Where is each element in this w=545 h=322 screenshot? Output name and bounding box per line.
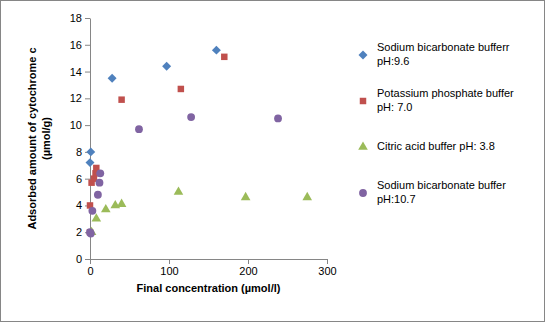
point <box>96 169 104 177</box>
tick: 10 <box>70 119 90 131</box>
legend-marker <box>358 141 368 149</box>
tick: 0 <box>87 259 93 277</box>
tick-mark <box>85 259 90 260</box>
series <box>86 113 282 237</box>
legend-marker <box>359 189 367 197</box>
point <box>212 46 221 55</box>
x-axis-title: Final concentration (µmol/l) <box>137 282 281 294</box>
point <box>101 204 111 212</box>
tick: 200 <box>239 259 257 277</box>
plot: 0 100 200 300 0 2 4 6 8 10 12 14 16 18 <box>70 12 337 277</box>
points <box>86 46 313 238</box>
point <box>162 62 171 71</box>
tick-mark <box>248 259 249 264</box>
axis-line <box>91 259 328 260</box>
tick: 12 <box>70 92 90 104</box>
chart: 0 100 200 300 0 2 4 6 8 10 12 14 16 18 Final concentra… <box>0 0 545 322</box>
point <box>94 191 102 199</box>
point <box>221 54 227 60</box>
legend-label: Citric acid buffer pH: 3.8 <box>377 140 495 152</box>
point <box>135 125 143 133</box>
tick: 0 <box>76 253 90 265</box>
legend-marker <box>360 98 366 104</box>
legend-marker <box>359 51 368 60</box>
series <box>86 46 221 167</box>
tick-label: 4 <box>76 199 82 211</box>
tick-label: 18 <box>70 12 82 24</box>
x-axis: 0 100 200 300 <box>87 259 336 277</box>
tick-label: 0 <box>76 253 82 265</box>
tick-label: 0 <box>87 265 93 277</box>
point <box>302 192 312 200</box>
point <box>174 187 184 195</box>
tick: 6 <box>76 173 90 185</box>
axis-line <box>90 19 91 260</box>
point <box>117 199 127 207</box>
tick: 16 <box>70 39 90 51</box>
tick: 14 <box>70 66 90 78</box>
tick-mark <box>85 45 90 46</box>
point <box>241 192 251 200</box>
tick: 100 <box>160 259 178 277</box>
point <box>178 86 184 92</box>
y-axis-title: Adsorbed amount of cytochrome c(µmol/g) <box>26 47 52 229</box>
tick: 300 <box>318 259 336 277</box>
tick-mark <box>85 125 90 126</box>
tick-mark <box>327 259 328 264</box>
tick-label: 100 <box>160 265 178 277</box>
tick-label: 16 <box>70 39 82 51</box>
legend-label: Sodium bicarbonate bufferrpH:9.6 <box>377 41 510 67</box>
tick: 18 <box>70 12 90 24</box>
legend-label: Potassium phosphate bufferpH: 7.0 <box>377 87 514 113</box>
point <box>187 113 195 121</box>
point <box>88 207 96 215</box>
tick-label: 6 <box>76 173 82 185</box>
point <box>108 74 117 83</box>
y-axis: 0 2 4 6 8 10 12 14 16 18 <box>70 12 91 265</box>
tick-label: 2 <box>76 226 82 238</box>
tick-label: 12 <box>70 92 82 104</box>
point <box>96 179 104 187</box>
point <box>274 115 282 123</box>
tick-label: 200 <box>239 265 257 277</box>
point <box>118 96 124 102</box>
tick-mark <box>85 18 90 19</box>
tick-label: 10 <box>70 119 82 131</box>
tick-mark <box>85 98 90 99</box>
series <box>87 187 312 235</box>
tick-mark <box>90 259 91 264</box>
tick-mark <box>169 259 170 264</box>
legend: Sodium bicarbonate bufferrpH:9.6 Potassiu… <box>358 41 514 205</box>
tick-mark <box>85 72 90 73</box>
tick-label: 300 <box>318 265 336 277</box>
tick-label: 14 <box>70 66 82 78</box>
tick-label: 8 <box>76 146 82 158</box>
series <box>87 54 228 236</box>
point <box>86 147 95 156</box>
legend-label: Sodium bicarbonate bufferpH:10.7 <box>377 179 506 205</box>
point <box>87 230 95 238</box>
chart-border <box>1 1 545 322</box>
